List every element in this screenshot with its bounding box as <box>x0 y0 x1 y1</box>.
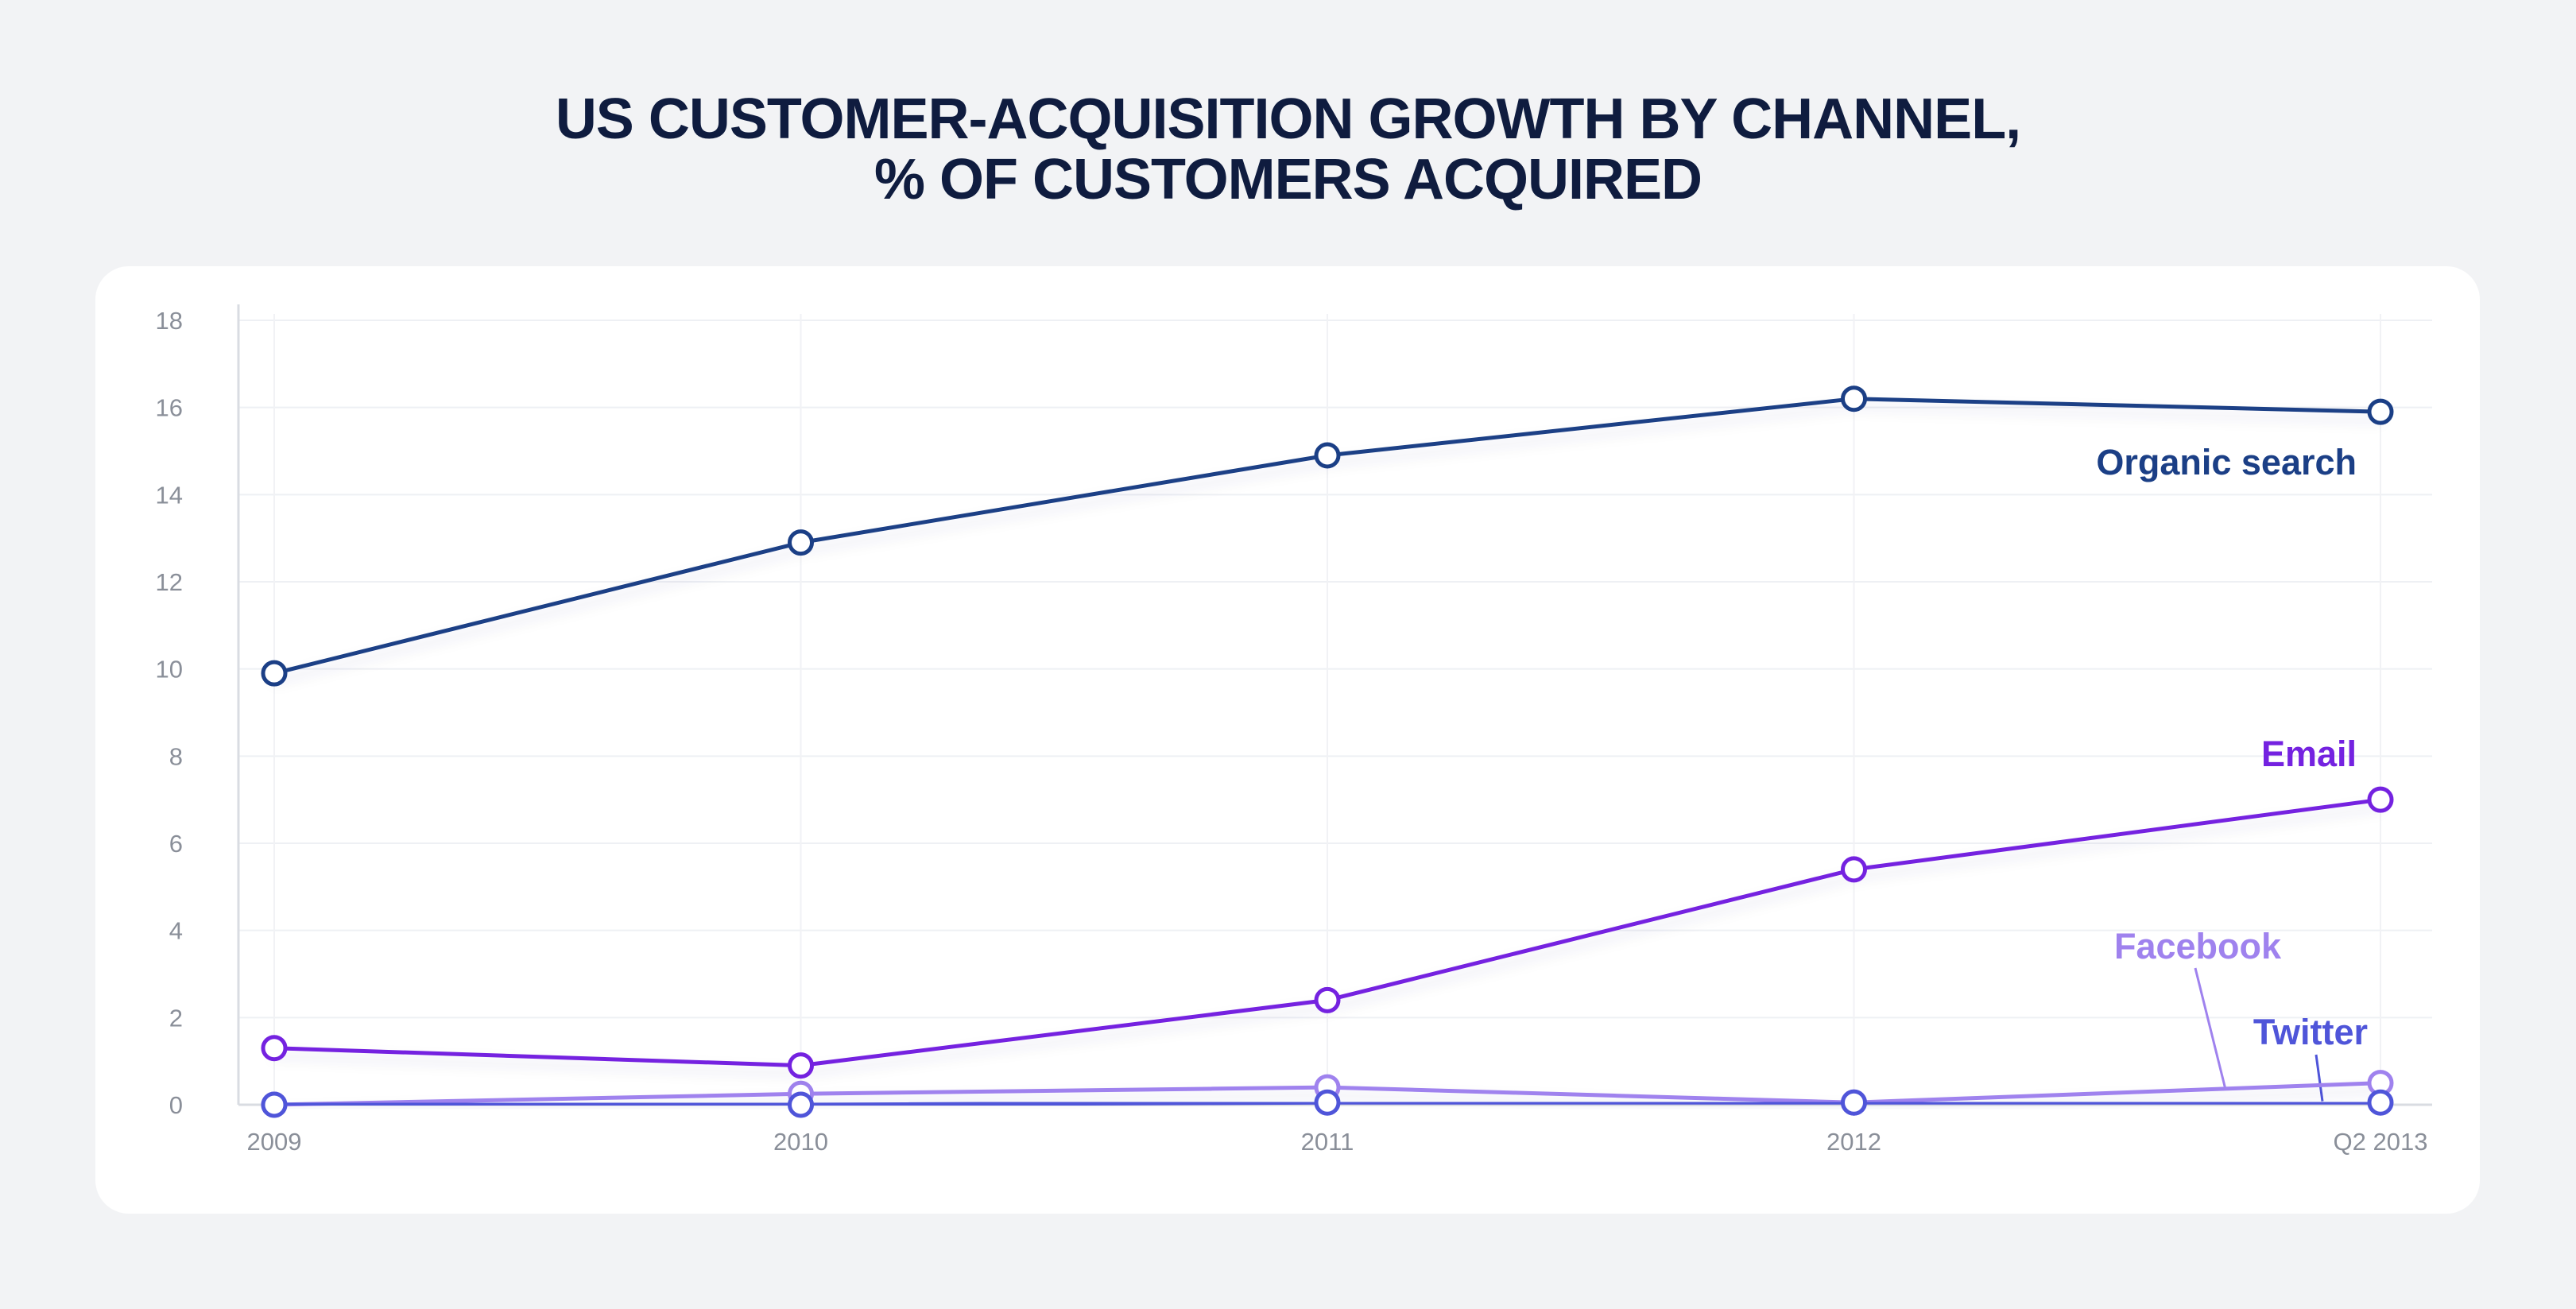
series-label-organic-search: Organic search <box>2096 442 2357 482</box>
data-point-organic-search <box>1841 385 1867 412</box>
data-point-twitter <box>788 1091 814 1118</box>
leader-line-facebook <box>2194 967 2227 1090</box>
x-tick-label: 2009 <box>247 1128 302 1156</box>
data-point-twitter <box>2367 1089 2394 1116</box>
x-tick-label: 2010 <box>773 1128 828 1156</box>
y-tick-label: 14 <box>156 481 183 509</box>
chart-title-line-1: US CUSTOMER-ACQUISITION GROWTH BY CHANNE… <box>555 87 2021 151</box>
series-label-email: Email <box>2261 734 2357 774</box>
x-tick-label: Q2 2013 <box>2334 1128 2428 1156</box>
grid <box>238 314 2432 1106</box>
y-tick-label: 6 <box>169 830 183 858</box>
y-tick-label: 2 <box>169 1004 183 1032</box>
series-twitter <box>261 1089 2394 1118</box>
y-tick-label: 16 <box>156 394 183 422</box>
data-point-twitter <box>261 1091 288 1118</box>
data-point-email <box>261 1035 288 1062</box>
data-point-organic-search <box>1314 442 1341 469</box>
data-point-email <box>788 1052 814 1079</box>
chart-title: US CUSTOMER-ACQUISITION GROWTH BY CHANNE… <box>0 89 2576 210</box>
series-label-twitter: Twitter <box>2253 1012 2368 1052</box>
x-tick-label: 2011 <box>1301 1128 1354 1156</box>
data-point-twitter <box>1314 1089 1341 1116</box>
y-tick-label: 4 <box>169 917 183 945</box>
series <box>261 385 2394 1118</box>
y-tick-label: 12 <box>156 568 183 596</box>
chart-title-line-2: % OF CUSTOMERS ACQUIRED <box>874 148 1702 211</box>
data-point-organic-search <box>261 660 288 687</box>
data-point-email <box>1841 856 1867 883</box>
axes: 0 2 4 6 8 10 12 14 16 18 2009 2010 2011 2012 Q2 2013 <box>156 304 2432 1156</box>
data-point-organic-search <box>2367 398 2394 425</box>
y-tick-label: 18 <box>156 307 183 335</box>
line-chart: 0 2 4 6 8 10 12 14 16 18 2009 2010 2011 2012 Q2 2013 O… <box>156 304 2432 1156</box>
data-point-twitter <box>1841 1089 1867 1116</box>
data-point-email <box>2367 786 2394 813</box>
chart-card: 0 2 4 6 8 10 12 14 16 18 2009 2010 2011 2012 Q2 2013 O… <box>95 266 2480 1214</box>
x-tick-label: 2012 <box>1826 1128 1881 1156</box>
y-tick-label: 10 <box>156 656 183 684</box>
series-organic-search <box>261 385 2394 687</box>
series-labels: Organic search Email Facebook Twitter <box>2096 442 2368 1052</box>
data-point-organic-search <box>788 529 814 556</box>
y-tick-label: 0 <box>169 1091 183 1119</box>
series-label-facebook: Facebook <box>2114 926 2282 966</box>
leader-lines <box>2194 967 2324 1102</box>
data-point-email <box>1314 986 1341 1013</box>
series-email <box>261 786 2394 1079</box>
y-tick-label: 8 <box>169 742 183 770</box>
leader-line-twitter <box>2315 1054 2324 1102</box>
